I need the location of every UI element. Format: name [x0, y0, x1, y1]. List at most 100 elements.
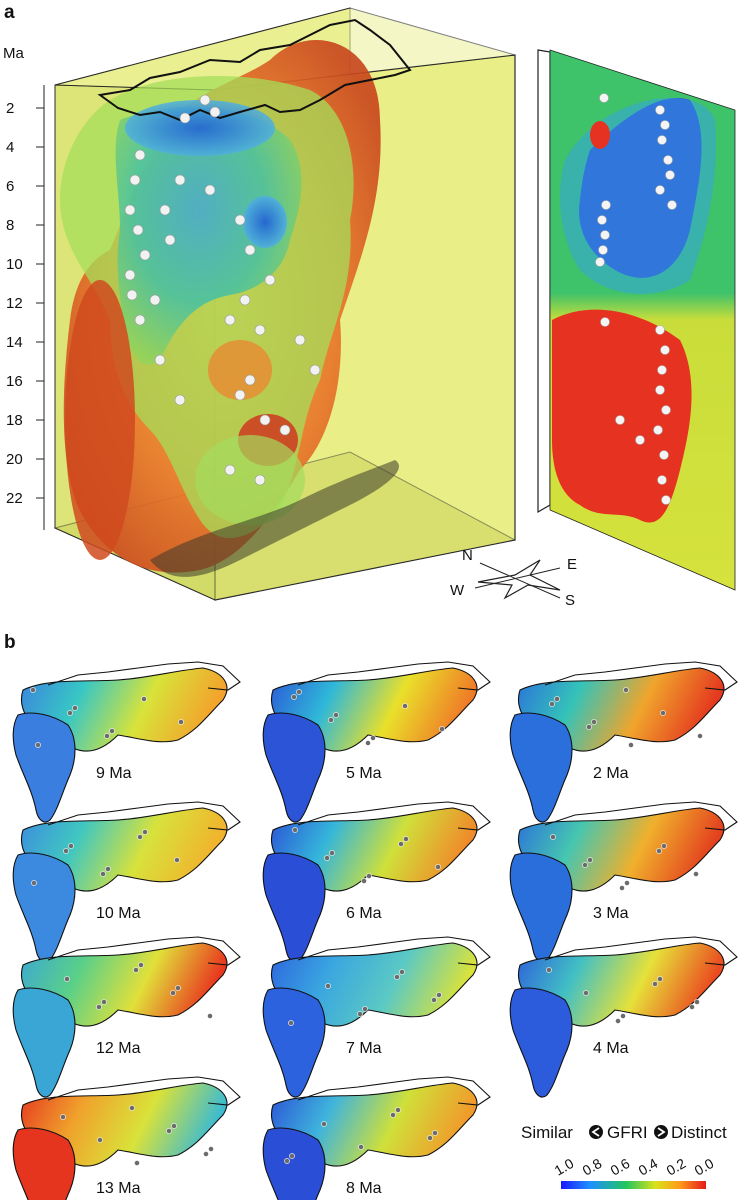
- sample-sphere: [134, 149, 146, 161]
- locality-dot: [362, 1006, 368, 1012]
- fossil-sample-spheres: [124, 94, 321, 486]
- locality-dot: [399, 969, 405, 975]
- coastline-outline: [544, 801, 738, 831]
- sample-sphere: [159, 204, 171, 216]
- legend-tick-label: 0.8: [580, 1155, 605, 1179]
- africa-region: [509, 712, 573, 823]
- coastline-outline: [47, 1076, 241, 1106]
- compass-axis-ns: [479, 562, 561, 599]
- locality-dot: [361, 878, 367, 884]
- locality-dot: [321, 1121, 327, 1127]
- africa-region: [509, 852, 573, 963]
- sample-sphere: [174, 174, 186, 186]
- locality-dot: [586, 724, 592, 730]
- sample-sphere: [234, 389, 246, 401]
- paleo-map: 5 Ma: [262, 661, 491, 823]
- locality-dot: [402, 703, 408, 709]
- locality-dot: [284, 1158, 290, 1164]
- slice-sample-sphere: [660, 345, 670, 355]
- map-age-label: 10 Ma: [96, 905, 141, 922]
- slice-frame: [537, 49, 551, 514]
- legend-tick-label: 1.0: [552, 1155, 577, 1179]
- map-age-label: 6 Ma: [346, 905, 382, 922]
- locality-dot: [394, 974, 400, 980]
- ma-tick-label: 14: [6, 334, 23, 351]
- locality-dot: [171, 1123, 177, 1129]
- compass-rose: N E W S: [450, 547, 577, 609]
- locality-dot: [104, 733, 110, 739]
- africa-region: [262, 852, 326, 963]
- locality-dot: [325, 983, 331, 989]
- sample-sphere: [164, 234, 176, 246]
- locality-dot: [390, 1112, 396, 1118]
- map-label-bg: [86, 1173, 170, 1200]
- map-age-label: 3 Ma: [593, 905, 629, 922]
- compass-axis-we: [474, 567, 561, 589]
- slice-sample-sphere: [657, 135, 667, 145]
- ma-axis-title: Ma: [3, 45, 24, 62]
- sample-sphere: [254, 324, 266, 336]
- locality-dot: [203, 1151, 209, 1157]
- red-left-column-surface: [65, 280, 135, 560]
- slice-sample-sphere: [599, 93, 609, 103]
- locality-dot: [100, 871, 106, 877]
- legend-tick-label: 0.4: [636, 1155, 661, 1179]
- slice-sample-sphere: [655, 185, 665, 195]
- coastline-outline: [47, 801, 241, 831]
- africa-region: [12, 852, 76, 963]
- locality-dot: [546, 967, 552, 973]
- sample-sphere: [294, 334, 306, 346]
- locality-dot: [30, 687, 36, 693]
- locality-dot: [403, 836, 409, 842]
- locality-dot: [64, 976, 70, 982]
- locality-dot: [324, 855, 330, 861]
- sample-sphere: [264, 274, 276, 286]
- locality-dot: [624, 880, 630, 886]
- locality-dot: [656, 848, 662, 854]
- eurasia-outline-top: [97, 18, 412, 122]
- sample-sphere: [174, 394, 186, 406]
- orange-bubble-surface: [208, 340, 272, 400]
- locality-dot: [398, 841, 404, 847]
- sample-sphere: [134, 314, 146, 326]
- sample-sphere: [199, 94, 211, 106]
- sample-sphere: [309, 364, 321, 376]
- locality-dot: [72, 705, 78, 711]
- paleo-map: 2 Ma: [509, 661, 738, 823]
- locality-dot: [435, 864, 441, 870]
- coastline-outline: [47, 936, 241, 966]
- map-age-label: 7 Ma: [346, 1040, 382, 1057]
- teal-surface: [115, 106, 302, 365]
- sample-sphere: [204, 184, 216, 196]
- sample-sphere: [149, 294, 161, 306]
- ma-tick-label: 10: [6, 256, 23, 273]
- slice-sample-sphere: [655, 325, 665, 335]
- ma-tick-label: 4: [6, 139, 14, 156]
- locality-dot: [105, 866, 111, 872]
- locality-dot: [291, 694, 297, 700]
- locality-dot: [60, 1114, 66, 1120]
- slice-sample-sphere: [655, 105, 665, 115]
- map-age-label: 13 Ma: [96, 1180, 141, 1197]
- coastline-outline: [297, 1076, 491, 1106]
- left-arrow-glyph: [591, 1127, 600, 1137]
- africa-region: [262, 987, 326, 1098]
- locality-dot: [615, 1018, 621, 1024]
- right-arrow-icon: [654, 1125, 668, 1139]
- africa-region: [12, 1127, 76, 1200]
- locality-dot: [137, 834, 143, 840]
- map-grid: 9 Ma 5 Ma 2 Ma 10 Ma 6 Ma 3 Ma 12 Ma 7 Ma 4 Ma 13…: [12, 661, 738, 1200]
- locality-dot: [583, 990, 589, 996]
- locality-dot: [288, 1020, 294, 1026]
- ma-tick-label: 2: [6, 100, 14, 117]
- locality-dot: [697, 733, 703, 739]
- slice-sample-sphere: [653, 425, 663, 435]
- locality-dot: [694, 999, 700, 1005]
- sample-sphere: [139, 249, 151, 261]
- legend-ticks: 1.0 0.8 0.6 0.4 0.2 0.0: [552, 1155, 717, 1179]
- paleo-map: 4 Ma: [509, 936, 738, 1098]
- map-label-bg: [583, 758, 667, 786]
- sample-sphere: [154, 354, 166, 366]
- locality-dot: [582, 862, 588, 868]
- compass-w: W: [450, 582, 465, 599]
